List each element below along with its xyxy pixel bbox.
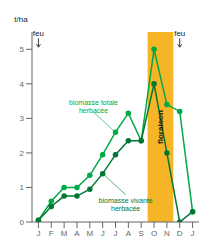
- svg-text:5: 5: [20, 45, 25, 54]
- svg-text:A: A: [126, 229, 132, 238]
- svg-text:feu: feu: [174, 29, 185, 38]
- svg-text:S: S: [139, 229, 144, 238]
- svg-text:biomasse totale: biomasse totale: [69, 99, 118, 106]
- svg-text:J: J: [101, 229, 105, 238]
- svg-text:t/ha: t/ha: [14, 15, 28, 24]
- svg-text:0: 0: [20, 218, 25, 227]
- svg-text:N: N: [164, 229, 170, 238]
- svg-text:feu: feu: [33, 29, 44, 38]
- svg-text:3: 3: [20, 114, 25, 123]
- svg-text:herbacée: herbacée: [111, 205, 140, 212]
- svg-text:1: 1: [20, 183, 25, 192]
- svg-text:floraison: floraison: [156, 110, 165, 144]
- svg-text:J: J: [191, 229, 195, 238]
- svg-text:2: 2: [20, 149, 25, 158]
- svg-text:biomasse vivante: biomasse vivante: [99, 197, 153, 204]
- svg-text:D: D: [177, 229, 183, 238]
- svg-text:O: O: [151, 229, 157, 238]
- svg-text:J: J: [114, 229, 118, 238]
- svg-text:M: M: [61, 229, 68, 238]
- svg-text:J: J: [36, 229, 40, 238]
- svg-text:M: M: [86, 229, 93, 238]
- svg-text:herbacée: herbacée: [79, 107, 108, 114]
- svg-text:A: A: [74, 229, 80, 238]
- svg-text:4: 4: [20, 80, 25, 89]
- svg-text:F: F: [49, 229, 54, 238]
